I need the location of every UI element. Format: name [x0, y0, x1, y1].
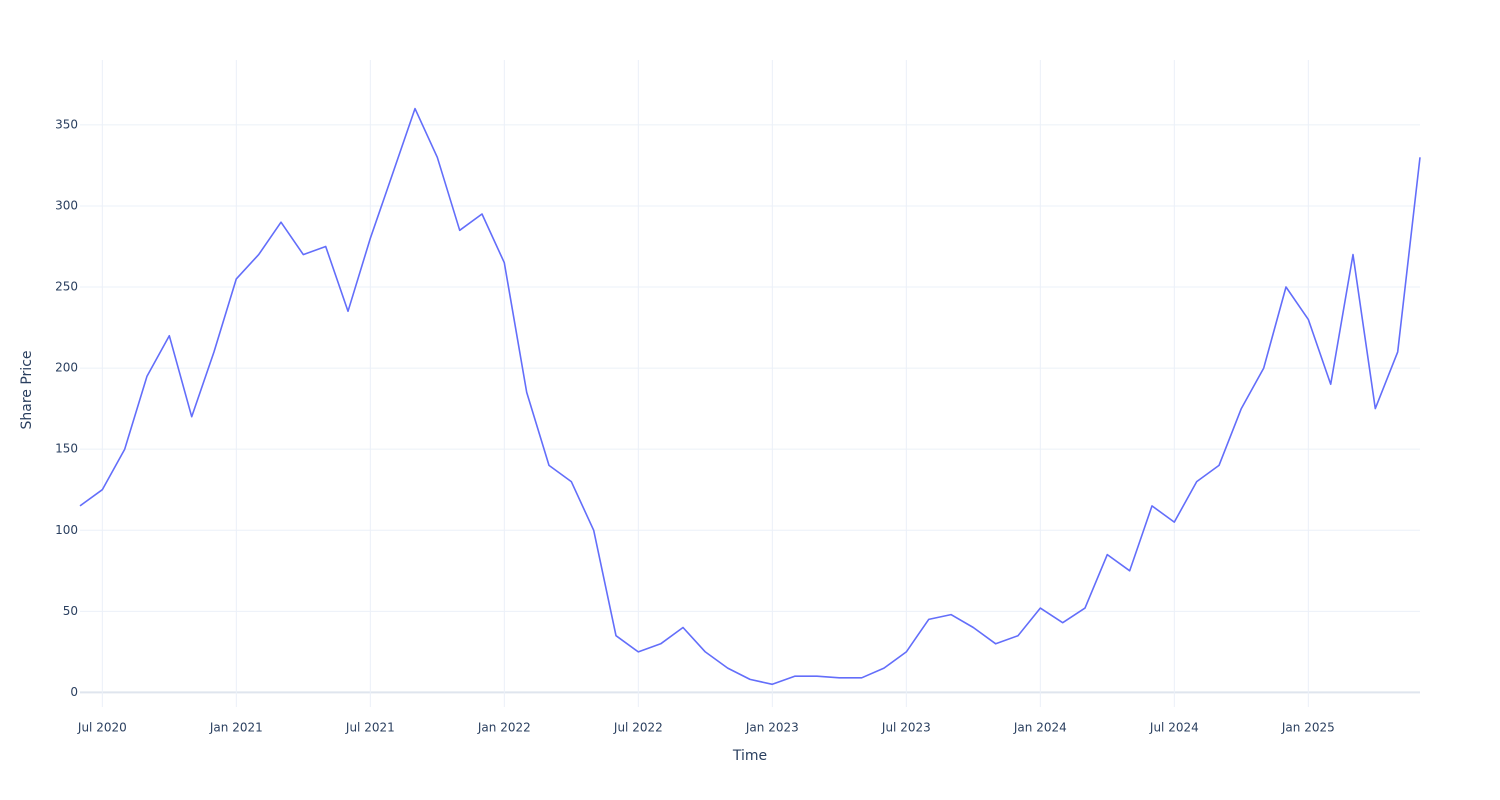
- x-tick-label: Jul 2021: [345, 721, 395, 735]
- y-tick-label: 200: [55, 361, 78, 375]
- x-tick-label: Jul 2023: [881, 721, 931, 735]
- y-tick-label: 100: [55, 523, 78, 537]
- x-tick-label: Jan 2024: [1013, 721, 1067, 735]
- y-tick-label: 250: [55, 280, 78, 294]
- x-tick-label: Jan 2023: [745, 721, 799, 735]
- x-tick-label: Jul 2022: [613, 721, 663, 735]
- x-tick-label: Jan 2025: [1281, 721, 1335, 735]
- x-axis-title: Time: [732, 748, 767, 764]
- y-tick-label: 350: [55, 117, 78, 131]
- x-tick-label: Jul 2024: [1149, 721, 1199, 735]
- y-tick-label: 50: [63, 604, 78, 618]
- x-tick-label: Jan 2021: [209, 721, 263, 735]
- y-tick-label: 150: [55, 442, 78, 456]
- y-tick-label: 0: [70, 685, 78, 699]
- price-line: [79, 107, 1421, 686]
- x-tick-label: Jan 2022: [477, 721, 531, 735]
- x-tick-label: Jul 2020: [77, 721, 127, 735]
- y-axis-title: Share Price: [19, 350, 35, 429]
- y-tick-label: 300: [55, 198, 78, 212]
